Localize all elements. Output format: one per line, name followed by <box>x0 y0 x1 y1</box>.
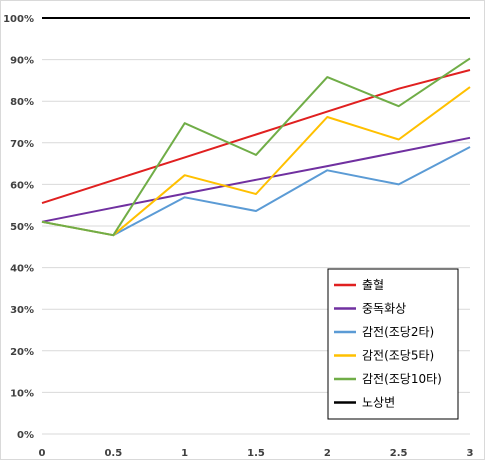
legend-box <box>327 268 459 420</box>
series-line <box>41 146 471 237</box>
y-tick-label: 70% <box>10 139 34 150</box>
y-tick-label: 90% <box>10 56 34 67</box>
x-tick-label: 0 <box>39 448 46 459</box>
y-tick-label: 60% <box>10 180 34 191</box>
legend-label: 노상변 <box>362 396 395 410</box>
y-tick-label: 10% <box>10 388 34 399</box>
x-axis-ticks: 0 0.5 1 1.5 2 2.5 3 <box>39 448 474 459</box>
y-tick-label: 100% <box>3 14 34 25</box>
legend-label: 감전(조당10타) <box>362 372 442 386</box>
series-lines <box>41 17 471 237</box>
y-tick-label: 20% <box>10 347 34 358</box>
series-line <box>41 86 471 237</box>
series-line <box>41 136 471 223</box>
x-tick-label: 3 <box>467 448 474 459</box>
legend-label: 출혈 <box>362 278 384 292</box>
legend-label: 감전(조당5타) <box>362 349 434 363</box>
y-tick-label: 30% <box>10 305 34 316</box>
legend-label: 감전(조당2타) <box>362 325 434 339</box>
y-tick-label: 40% <box>10 264 34 275</box>
series-line <box>41 69 471 205</box>
y-tick-label: 80% <box>10 97 34 108</box>
x-tick-label: 0.5 <box>104 448 122 459</box>
x-tick-label: 2 <box>324 448 331 459</box>
y-tick-label: 50% <box>10 222 34 233</box>
x-tick-label: 2.5 <box>390 448 408 459</box>
y-axis-ticks: 0% 10% 20% 30% 40% 50% 60% 70% 80% 90% 100% <box>3 14 34 441</box>
legend-label: 중독화상 <box>362 302 406 316</box>
y-tick-label: 0% <box>17 430 34 441</box>
series-line <box>41 57 471 237</box>
x-tick-label: 1 <box>181 448 188 459</box>
x-tick-label: 1.5 <box>247 448 265 459</box>
